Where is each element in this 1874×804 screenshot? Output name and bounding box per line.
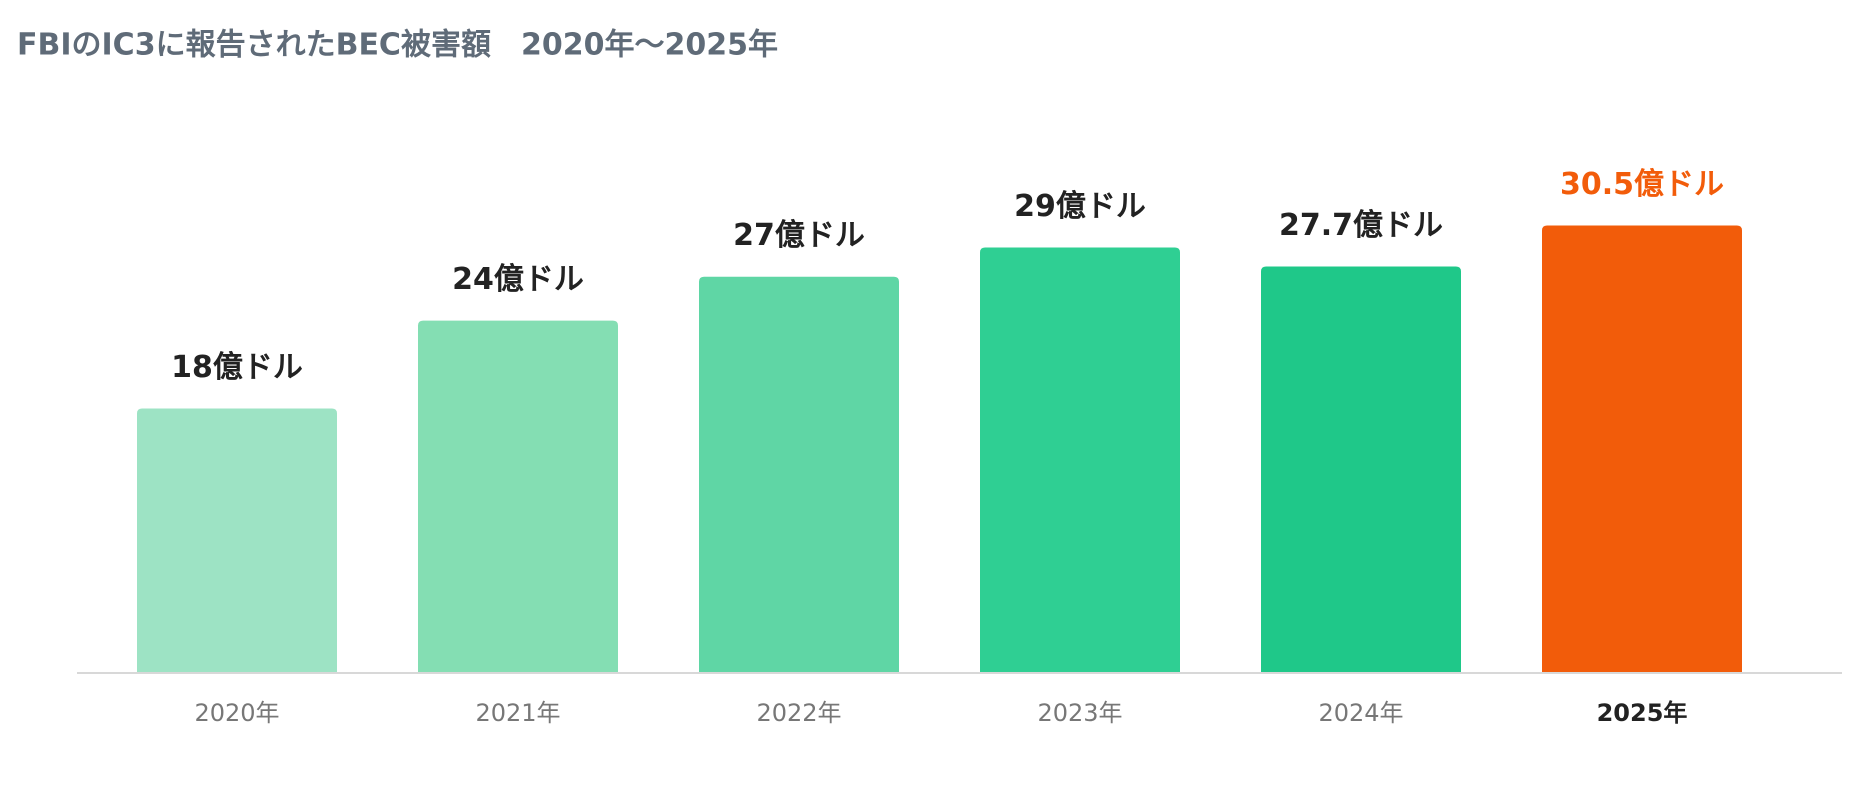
value-label: 27億ドル (733, 218, 865, 253)
value-label: 18億ドル (171, 350, 303, 385)
value-label: 27.7億ドル (1279, 208, 1443, 243)
x-tick-label: 2020年 (194, 699, 279, 727)
x-tick-label: 2021年 (475, 699, 560, 727)
value-label: 29億ドル (1014, 189, 1146, 224)
x-tick-label: 2023年 (1037, 699, 1122, 727)
bar (137, 408, 337, 672)
x-tick-label: 2025年 (1597, 699, 1688, 727)
value-label: 24億ドル (452, 262, 584, 297)
bar (418, 320, 618, 672)
x-tick-label: 2022年 (756, 699, 841, 727)
x-tick-label: 2024年 (1318, 699, 1403, 727)
bar (980, 247, 1180, 672)
chart-title: FBIのIC3に報告されたBEC被害額 2020年～2025年 (17, 28, 778, 63)
value-label: 30.5億ドル (1560, 167, 1724, 202)
bar (1261, 266, 1461, 672)
bar (1542, 225, 1742, 673)
bar (699, 276, 899, 672)
